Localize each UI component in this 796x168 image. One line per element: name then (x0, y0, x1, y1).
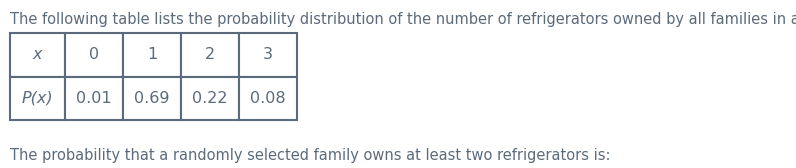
Bar (239, 76, 297, 120)
Text: P(x): P(x) (21, 91, 53, 106)
Bar (123, 76, 181, 120)
Text: 0.69: 0.69 (135, 91, 170, 106)
Text: 0.01: 0.01 (76, 91, 111, 106)
Text: 3: 3 (263, 47, 273, 62)
Text: 1: 1 (147, 47, 157, 62)
Text: 0.08: 0.08 (250, 91, 286, 106)
Bar (65, 33, 123, 76)
Bar (10, 76, 65, 120)
Bar (123, 33, 181, 76)
Bar (181, 76, 239, 120)
Bar (65, 76, 123, 120)
Bar (181, 33, 239, 76)
Text: The probability that a randomly selected family owns at least two refrigerators : The probability that a randomly selected… (10, 148, 611, 163)
Text: 0: 0 (89, 47, 99, 62)
Bar (10, 33, 65, 76)
Text: 0.22: 0.22 (193, 91, 228, 106)
Text: 2: 2 (205, 47, 215, 62)
Text: x: x (33, 47, 42, 62)
Text: The following table lists the probability distribution of the number of refriger: The following table lists the probabilit… (10, 12, 796, 27)
Bar (239, 33, 297, 76)
